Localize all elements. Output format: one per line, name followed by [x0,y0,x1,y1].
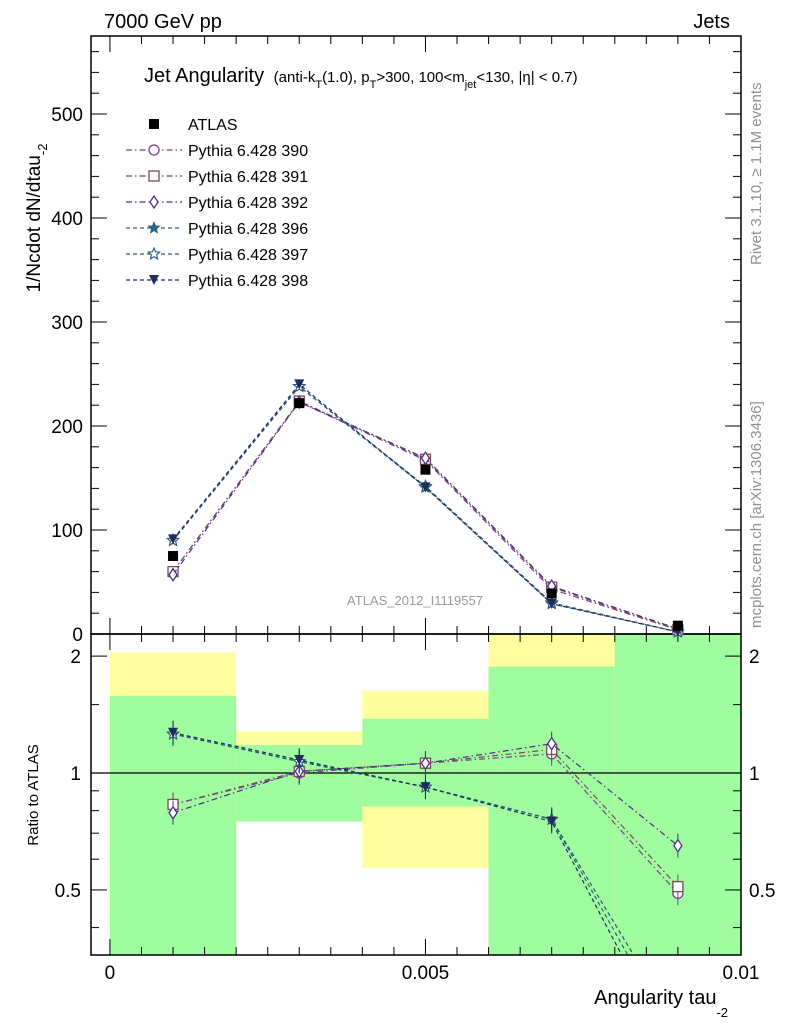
legend-marker-4 [146,246,162,261]
atlas-data-layer [168,398,683,631]
series-point-5 [420,482,431,493]
y-axis-label: 1/Ncdot dN/dtau-2 [24,144,50,293]
legend-marker-atlas [149,119,159,129]
y-tick-label: 400 [51,209,83,230]
header-jets: Jets [693,11,730,33]
legend: ATLAS Pythia 6.428 390 Pythia 6.428 391 Pyt… [126,117,308,290]
ratio-point-5 [294,755,305,766]
y-tick-label: 200 [51,417,83,438]
band-green-4 [614,634,741,955]
data-point [546,588,557,599]
x-tick-label: 0.005 [402,963,450,984]
x-tick-label: 0 [105,963,116,984]
ratio-line-5 [172,732,623,955]
y-tick-label: 100 [51,521,83,542]
ratio-point-1 [672,880,684,893]
ratio-tick-label-right: 1 [749,764,760,785]
y-tick-label: 0 [72,625,83,646]
series-point-5 [168,534,179,545]
chart-title: Jet Angularity (anti-kT(1.0), pT>300, 10… [144,65,578,91]
ratio-panel-frame [90,633,742,956]
y-tick-label: 500 [51,105,83,126]
series-point-2 [420,451,431,466]
ratio-point-2 [673,838,683,853]
y-tick-label: 300 [51,313,83,334]
ratio-point-5 [546,816,557,827]
analysis-watermark: ATLAS_2012_I1119557 [347,593,483,608]
ratio-line-4 [172,733,635,955]
legend-label-5: Pythia 6.428 398 [188,273,308,290]
ratio-point-2 [420,756,431,771]
legend-marker-5 [149,275,159,285]
series-line-5 [172,383,679,633]
x-tick-label: 0.01 [723,963,760,984]
legend-label-2: Pythia 6.428 392 [188,195,308,212]
mcplots-label: mcplots.cern.ch [arXiv:1306.3436] [748,401,765,628]
legend-label-3: Pythia 6.428 396 [188,221,308,238]
rivet-version-label: Rivet 3.1.10, ≥ 1.1M events [748,83,765,266]
ratio-point-2 [168,805,178,820]
series-point-5 [294,379,305,390]
ratio-point-5 [420,782,431,793]
legend-marker-1 [148,170,160,182]
data-point [168,551,179,561]
data-point [294,398,305,409]
ratio-series-clipped [165,720,684,955]
legend-marker-2 [149,194,159,210]
ratio-series-layer [165,720,684,955]
legend-label-1: Pythia 6.428 391 [188,169,308,186]
legend-marker-3 [147,220,161,234]
ratio-y-axis-label: Ratio to ATLAS [25,744,42,845]
series-point-2 [168,567,178,582]
ratio-tick-label-left: 1 [70,764,81,785]
ratio-point-2 [546,736,557,751]
ratio-point-5 [168,727,179,738]
legend-label-0: Pythia 6.428 390 [188,143,308,160]
main-axis-ticks: 0 100 200 300 400 500 [51,36,742,646]
data-point [420,464,431,475]
x-axis-label: Angularity tau-2 [594,987,728,1020]
data-point [672,620,683,631]
ratio-tick-label-left: 0.5 [55,881,81,902]
series-point-5 [546,598,557,609]
legend-marker-0 [148,144,160,156]
ratio-tick-label-left: 2 [70,647,81,668]
ratio-tick-label-right: 2 [749,647,760,668]
legend-label-4: Pythia 6.428 397 [188,247,308,264]
ratio-tick-label-right: 0.5 [749,881,775,902]
legend-label-atlas: ATLAS [188,117,238,134]
header-energy: 7000 GeV pp [104,11,222,33]
